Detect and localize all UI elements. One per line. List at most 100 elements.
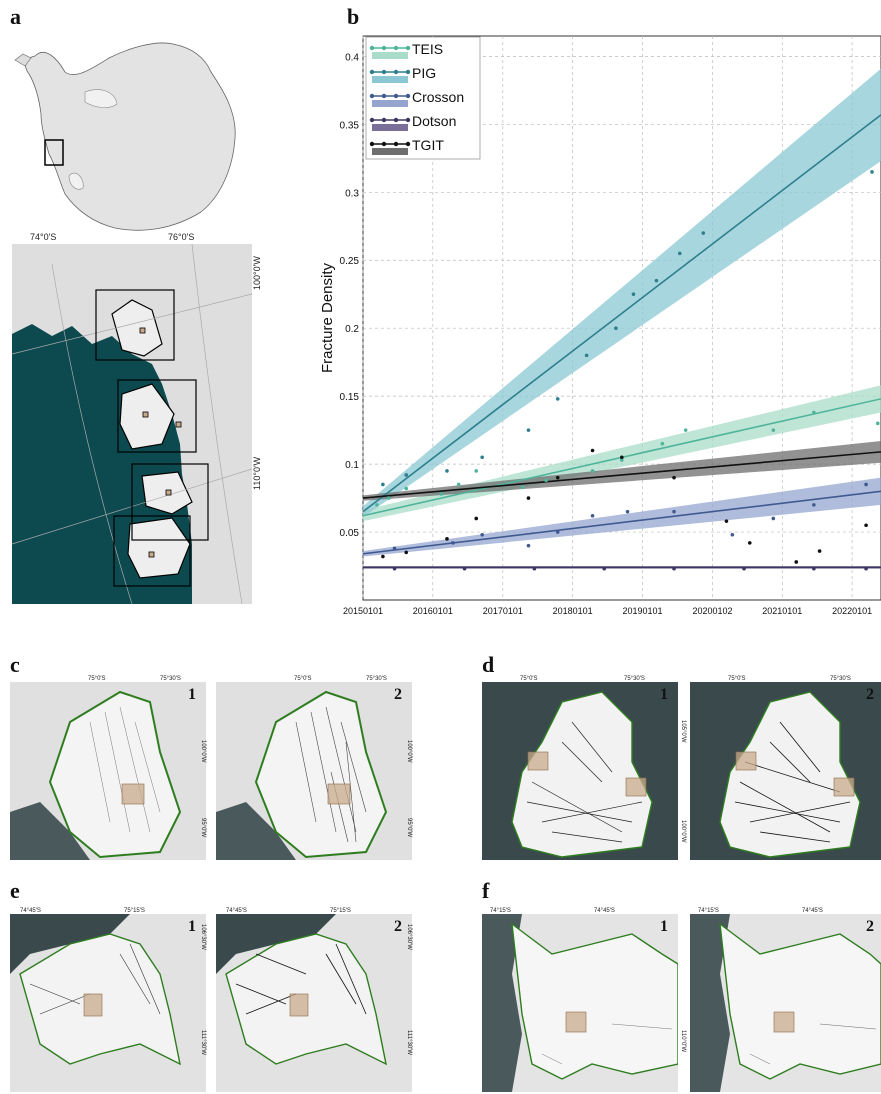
legend-marker (405, 93, 411, 99)
y-tick-label: 0.1 (345, 460, 359, 471)
legend-label-pig: PIG (412, 65, 436, 81)
data-point-tgit (404, 550, 409, 555)
data-point-teis (456, 482, 461, 487)
e2-lat-2: 75°15'S (330, 908, 351, 914)
legend-marker (405, 45, 411, 51)
data-point-pig (445, 469, 449, 473)
panel-letter-b: b (347, 4, 360, 29)
region-box-f (113, 515, 191, 587)
panel-f-map-2 (690, 914, 881, 1092)
data-point-tgit (620, 455, 624, 460)
data-point-crosson (590, 513, 595, 518)
data-point-crosson (392, 546, 397, 551)
data-point-tgit (526, 496, 531, 500)
x-tick-label: 20150101 (343, 606, 383, 616)
legend-marker (381, 93, 387, 99)
data-point-crosson (526, 543, 531, 548)
data-point-teis (386, 496, 391, 500)
c2-lon-2: 95°0'W (406, 818, 412, 838)
panel-c-map-1 (10, 682, 206, 860)
data-point-tgit (747, 541, 752, 545)
legend-marker (405, 117, 411, 123)
data-point-tgit (474, 516, 479, 521)
data-point-dotson (532, 566, 537, 571)
subpanel-number-c1: 1 (188, 686, 196, 703)
data-point-crosson (451, 541, 455, 545)
data-point-pig (381, 482, 385, 487)
subpanel-number-d1: 1 (660, 686, 668, 703)
legend-marker (381, 117, 387, 123)
x-tick-label: 20220101 (832, 606, 872, 616)
trend-line-crosson (362, 490, 881, 555)
c-lon-1: 100°0'W (200, 740, 206, 763)
e-lat-2: 75°15'S (124, 908, 145, 914)
y-tick-label: 0.15 (340, 392, 360, 403)
regional-map-drawing (12, 244, 252, 604)
y-tick-label: 0.25 (340, 256, 360, 267)
data-point-pig (404, 473, 409, 477)
legend-label-tgit: TGIT (412, 137, 444, 153)
panel-letter-d: d (482, 652, 495, 677)
data-point-tgit (794, 560, 799, 564)
subpanel-number-c2: 2 (394, 686, 402, 703)
lat-label-74: 74°0'S (30, 232, 57, 242)
data-point-teis (620, 458, 624, 462)
study-area-box (44, 139, 64, 166)
data-point-teis (875, 421, 880, 426)
subpanel-number-e1: 1 (188, 918, 196, 935)
legend-marker (381, 45, 387, 51)
f2-lat-2: 74°45'S (802, 908, 823, 914)
lat-label-76: 76°0'S (168, 232, 195, 242)
panel-f-map-1 (482, 914, 678, 1092)
data-point-tgit (724, 519, 729, 523)
y-tick-labels: 0.05 0.1 0.15 0.2 0.25 0.3 0.35 0.4 (340, 52, 360, 539)
subpanel-number-f1: 1 (660, 918, 668, 935)
legend-marker (369, 141, 375, 147)
antarctica-overview-map (14, 42, 236, 231)
data-point-teis (544, 478, 548, 483)
band-pig (363, 68, 881, 518)
d-lat-2: 75°30'S (624, 676, 645, 682)
data-point-tgit (864, 523, 868, 528)
c2-lon-1: 100°0'W (406, 740, 412, 763)
x-tick-label: 20160101 (413, 606, 453, 616)
panel-e-map-2 (216, 914, 412, 1092)
panel-letter-e: e (10, 878, 20, 903)
data-point-pig (677, 251, 682, 256)
trend-line-pig (362, 114, 881, 513)
e2-lon-2: 111°30'W (406, 1030, 412, 1056)
d-lon-2: 100°0'W (680, 820, 686, 843)
legend-marker (393, 141, 399, 147)
e-lat-1: 74°45'S (20, 908, 41, 914)
legend-marker (393, 117, 399, 123)
c-lat-2: 75°30'S (160, 676, 181, 682)
legend-marker (405, 141, 411, 147)
data-point-dotson (672, 566, 676, 571)
lon-label-100: 100°0'W (252, 256, 262, 290)
legend-swatch (372, 124, 408, 131)
data-point-teis (590, 469, 595, 473)
legend-swatch (372, 76, 408, 83)
chart-legend: TEIS PIG Crosson Dotson TGIT (365, 36, 481, 160)
panel-letter-a: a (10, 4, 21, 29)
e-lon-2: 111°30'W (200, 1030, 206, 1056)
data-point-teis (474, 469, 479, 473)
legend-marker (369, 69, 375, 75)
y-tick-label: 0.2 (345, 324, 359, 335)
data-point-pig (526, 428, 531, 432)
legend-marker (369, 117, 375, 123)
data-point-teis (375, 503, 379, 507)
legend-marker (381, 69, 387, 75)
legend-swatch (372, 100, 408, 107)
y-axis-label: Fracture Density (319, 262, 336, 373)
c-lon-2: 95°0'W (200, 818, 206, 838)
data-point-pig (654, 278, 659, 283)
data-point-tgit (590, 448, 595, 453)
x-tick-label: 20210101 (762, 606, 802, 616)
panel-letter-c: c (10, 652, 20, 677)
legend-marker (405, 69, 411, 75)
data-point-dotson (462, 566, 467, 571)
e-lon-1: 106°30'W (200, 924, 206, 950)
legend-label-dotson: Dotson (412, 113, 456, 129)
c2-lat-1: 75°0'S (294, 676, 312, 682)
